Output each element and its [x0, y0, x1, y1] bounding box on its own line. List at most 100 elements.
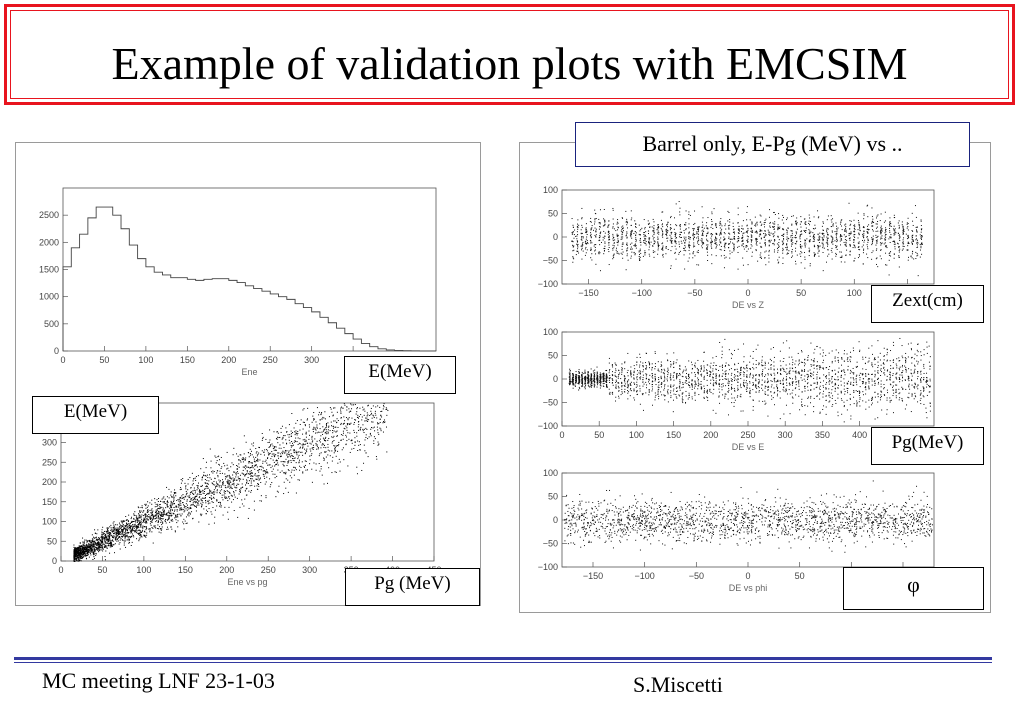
scatter-point [819, 236, 821, 238]
scatter-point [311, 438, 313, 440]
scatter-point [796, 254, 798, 256]
scatter-point [131, 520, 133, 522]
scatter-point [334, 407, 336, 409]
scatter-point [75, 560, 77, 562]
scatter-point [79, 547, 81, 549]
scatter-point [804, 223, 806, 225]
scatter-point [643, 234, 645, 236]
scatter-point [804, 267, 806, 269]
scatter-point [742, 220, 744, 222]
scatter-point [206, 509, 208, 511]
scatter-point [863, 236, 865, 238]
scatter-point [572, 250, 574, 252]
scatter-point [650, 241, 652, 243]
scatter-point [247, 466, 249, 468]
scatter-point [155, 509, 157, 511]
scatter-point [289, 442, 291, 444]
scatter-point [144, 503, 146, 505]
scatter-point [252, 445, 254, 447]
scatter-point [107, 545, 109, 547]
scatter-point [236, 453, 238, 455]
scatter-point [125, 546, 127, 548]
scatter-point [224, 493, 226, 495]
scatter-point [148, 513, 150, 515]
scatter-point [123, 534, 125, 536]
scatter-point [293, 460, 295, 462]
scatter-point [603, 250, 605, 252]
scatter-point [657, 224, 659, 226]
scatter-point [302, 439, 304, 441]
scatter-point [612, 223, 614, 225]
scatter-point [80, 553, 82, 555]
scatter-point [648, 241, 650, 243]
scatter-point [858, 241, 860, 243]
scatter-point [684, 268, 686, 270]
scatter-point [854, 236, 856, 238]
scatter-point [125, 527, 127, 529]
scatter-point [83, 550, 85, 552]
scatter-point [267, 464, 269, 466]
scatter-point [90, 545, 92, 547]
scatter-point [822, 221, 824, 223]
scatter-point [107, 541, 109, 543]
scatter-point [725, 243, 727, 245]
scatter-point [106, 530, 108, 532]
scatter-point [808, 220, 810, 222]
scatter-point [777, 251, 779, 253]
scatter-point [260, 500, 262, 502]
scatter-point [787, 252, 789, 254]
scatter-point [333, 439, 335, 441]
scatter-point [237, 472, 239, 474]
scatter-point [291, 455, 293, 457]
scatter-point [237, 476, 239, 478]
scatter-point [685, 250, 687, 252]
scatter-point [231, 488, 233, 490]
scatter-point [573, 245, 575, 247]
scatter-point [323, 438, 325, 440]
scatter-point [814, 254, 816, 256]
scatter-point [291, 454, 293, 456]
scatter-point [224, 465, 226, 467]
scatter-point [98, 544, 100, 546]
scatter-point [358, 420, 360, 422]
scatter-point [94, 548, 96, 550]
scatter-point [77, 551, 79, 553]
scatter-point [697, 249, 699, 251]
scatter-point [738, 232, 740, 234]
scatter-point [265, 495, 267, 497]
scatter-point [121, 529, 123, 531]
scatter-point [276, 463, 278, 465]
scatter-point [684, 223, 686, 225]
scatter-point [669, 234, 671, 236]
scatter-point [79, 548, 81, 550]
scatter-point [240, 487, 242, 489]
scatter-point [164, 520, 166, 522]
scatter-point [82, 541, 84, 543]
scatter-point [264, 471, 266, 473]
scatter-point [826, 227, 828, 229]
scatter-point [626, 234, 628, 236]
scatter-point [836, 230, 838, 232]
scatter-point [850, 223, 852, 225]
scatter-point [113, 544, 115, 546]
scatter-point [783, 222, 785, 224]
scatter-point [720, 249, 722, 251]
scatter-point [681, 231, 683, 233]
scatter-point [772, 226, 774, 228]
scatter-point [621, 253, 623, 255]
scatter-point [122, 532, 124, 534]
x-tick-label: 250 [263, 355, 278, 365]
scatter-point [608, 230, 610, 232]
x-tick-label: 150 [180, 355, 195, 365]
scatter-point [839, 244, 841, 246]
scatter-point [253, 500, 255, 502]
scatter-point [296, 434, 298, 436]
scatter-point [295, 432, 297, 434]
scatter-point [582, 241, 584, 243]
scatter-point [273, 453, 275, 455]
scatter-point [777, 224, 779, 226]
scatter-point [318, 440, 320, 442]
scatter-point [177, 504, 179, 506]
scatter-point [308, 430, 310, 432]
scatter-point [782, 250, 784, 252]
